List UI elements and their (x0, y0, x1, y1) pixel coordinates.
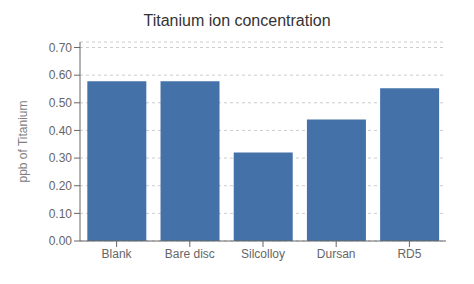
svg-text:0.20: 0.20 (49, 179, 73, 193)
svg-text:0.10: 0.10 (49, 207, 73, 221)
svg-text:0.00: 0.00 (49, 234, 73, 248)
svg-text:0.40: 0.40 (49, 124, 73, 138)
svg-text:0.60: 0.60 (49, 68, 73, 82)
svg-text:0.50: 0.50 (49, 96, 73, 110)
svg-text:0.30: 0.30 (49, 151, 73, 165)
svg-text:Blank: Blank (102, 247, 133, 261)
svg-text:Bare disc: Bare disc (165, 247, 215, 261)
svg-text:Dursan: Dursan (317, 247, 356, 261)
html-text:Titanium ion concentration: Titanium ion concentration (143, 12, 331, 29)
svg-text:0.70: 0.70 (49, 41, 73, 55)
svg-text:RD5: RD5 (397, 247, 421, 261)
svg-text:ppb of Titanium: ppb of Titanium (16, 100, 30, 182)
svg-text:Silcolloy: Silcolloy (241, 247, 285, 261)
